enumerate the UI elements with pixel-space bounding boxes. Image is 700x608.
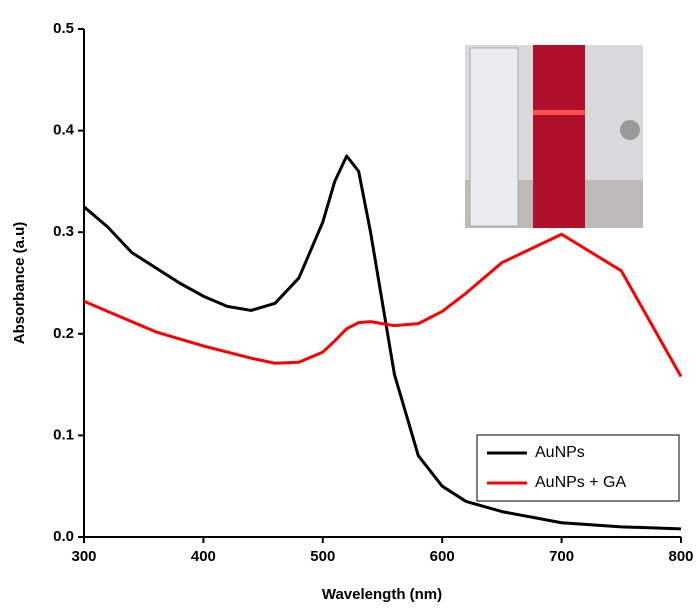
y-tick-label: 0.3 xyxy=(53,223,74,240)
x-tick-label: 800 xyxy=(668,548,693,565)
y-tick-label: 0.0 xyxy=(53,528,74,545)
x-tick-label: 500 xyxy=(310,548,335,565)
inset-photo xyxy=(465,45,643,228)
y-axis-label: Absorbance (a.u) xyxy=(11,222,28,345)
x-tick-label: 600 xyxy=(430,548,455,565)
legend-label: AuNPs xyxy=(535,444,585,461)
y-tick-label: 0.1 xyxy=(53,426,74,443)
x-tick-label: 700 xyxy=(549,548,574,565)
series-line xyxy=(83,232,683,378)
x-axis-label: Wavelength (nm) xyxy=(322,586,442,603)
x-tick-label: 400 xyxy=(191,548,216,565)
y-tick-label: 0.5 xyxy=(53,20,74,37)
y-tick-label: 0.4 xyxy=(53,122,75,139)
y-tick-label: 0.2 xyxy=(53,325,74,342)
x-tick-label: 300 xyxy=(71,548,96,565)
legend-label: AuNPs + GA xyxy=(535,474,626,491)
series-line xyxy=(83,154,682,531)
legend-box xyxy=(476,434,680,502)
